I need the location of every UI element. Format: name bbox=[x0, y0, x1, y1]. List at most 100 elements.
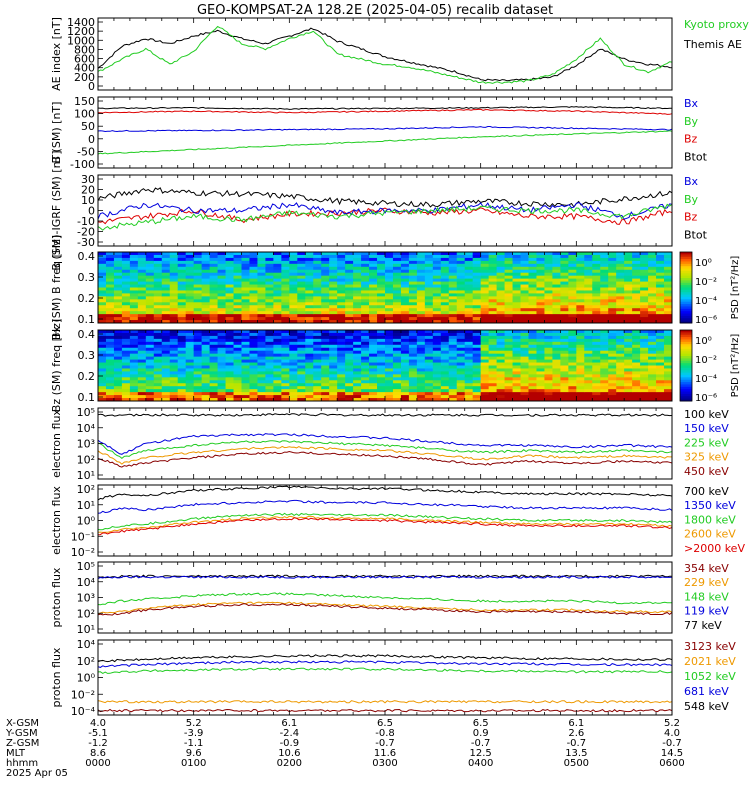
heatmap-cell bbox=[225, 257, 235, 262]
heatmap-cell bbox=[129, 254, 139, 259]
heatmap-cell bbox=[560, 356, 569, 361]
heatmap-cell bbox=[664, 311, 673, 315]
heatmap-cell bbox=[297, 332, 306, 337]
heatmap-cell bbox=[400, 290, 410, 294]
heatmap-cell bbox=[273, 353, 282, 358]
heatmap-cell bbox=[624, 362, 633, 366]
heatmap-cell bbox=[113, 287, 123, 291]
heatmap-cell bbox=[544, 359, 553, 364]
heatmap-cell bbox=[153, 365, 163, 369]
heatmap-cell bbox=[329, 266, 338, 271]
heatmap-cell bbox=[201, 341, 211, 346]
heatmap-cell bbox=[552, 332, 561, 337]
heatmap-cell bbox=[472, 338, 482, 343]
heatmap-cell bbox=[656, 317, 665, 321]
heatmap-cell bbox=[632, 257, 641, 262]
heatmap-cell bbox=[392, 359, 402, 364]
heatmap-cell bbox=[289, 380, 298, 384]
heatmap-cell bbox=[608, 317, 617, 321]
heatmap-cell bbox=[480, 338, 490, 343]
heatmap-cell bbox=[400, 395, 410, 399]
heatmap-cell bbox=[608, 356, 617, 361]
heatmap-cell bbox=[400, 347, 410, 352]
heatmap-cell bbox=[273, 281, 282, 286]
heatmap-cell bbox=[544, 332, 553, 337]
heatmap-cell bbox=[424, 341, 434, 346]
heatmap-cell bbox=[440, 330, 450, 334]
heatmap-cell bbox=[504, 395, 514, 399]
heatmap-cell bbox=[400, 359, 410, 364]
heatmap-cell bbox=[448, 335, 458, 340]
heatmap-cell bbox=[664, 275, 673, 280]
heatmap-cell bbox=[568, 317, 577, 321]
heatmap-cell bbox=[209, 293, 219, 297]
heatmap-cell bbox=[161, 330, 171, 334]
heatmap-cell bbox=[105, 338, 115, 343]
heatmap-cell bbox=[624, 281, 633, 286]
heatmap-cell bbox=[584, 377, 593, 381]
heatmap-cell bbox=[113, 359, 123, 364]
heatmap-cell bbox=[424, 308, 434, 312]
heatmap-cell bbox=[105, 365, 115, 369]
heatmap-cell bbox=[616, 398, 625, 402]
heatmap-cell bbox=[361, 338, 370, 343]
heatmap-cell bbox=[209, 299, 219, 303]
heatmap-cell bbox=[600, 380, 609, 384]
heatmap-cell bbox=[664, 332, 673, 337]
heatmap-cell bbox=[448, 299, 458, 303]
heatmap-cell bbox=[448, 272, 458, 277]
heatmap-cell bbox=[504, 266, 514, 271]
heatmap-cell bbox=[400, 371, 410, 375]
heatmap-cell bbox=[640, 350, 649, 355]
heatmap-cell bbox=[416, 320, 426, 324]
heatmap-cell bbox=[656, 350, 665, 355]
heatmap-cell bbox=[472, 302, 482, 306]
heatmap-cell bbox=[121, 371, 131, 375]
heatmap-cell bbox=[129, 341, 139, 346]
heatmap-cell bbox=[105, 362, 115, 366]
heatmap-cell bbox=[113, 398, 123, 402]
heatmap-cell bbox=[113, 362, 123, 366]
heatmap-cell bbox=[520, 272, 529, 277]
heatmap-cell bbox=[432, 356, 442, 361]
heatmap-cell bbox=[177, 320, 187, 324]
heatmap-cell bbox=[265, 380, 274, 384]
heatmap-cell bbox=[584, 392, 593, 396]
heatmap-cell bbox=[329, 392, 338, 396]
heatmap-cell bbox=[241, 362, 250, 366]
heatmap-cell bbox=[161, 290, 171, 294]
y-tick-label: 1200 bbox=[67, 25, 95, 38]
heatmap-cell bbox=[432, 252, 442, 256]
heatmap-cell bbox=[392, 290, 402, 294]
heatmap-cell bbox=[408, 299, 418, 303]
heatmap-cell bbox=[624, 353, 633, 358]
heatmap-cell bbox=[185, 398, 195, 402]
heatmap-cell bbox=[201, 260, 211, 265]
heatmap-cell bbox=[257, 314, 266, 318]
colorbar-segment bbox=[680, 367, 692, 371]
heatmap-cell bbox=[137, 398, 147, 402]
heatmap-cell bbox=[456, 287, 466, 291]
heatmap-cell bbox=[568, 368, 577, 372]
heatmap-cell bbox=[313, 398, 322, 402]
heatmap-cell bbox=[512, 314, 522, 318]
heatmap-cell bbox=[377, 320, 386, 324]
heatmap-cell bbox=[624, 374, 633, 378]
heatmap-cell bbox=[329, 296, 338, 300]
heatmap-cell bbox=[616, 266, 625, 271]
heatmap-cell bbox=[145, 368, 155, 372]
heatmap-cell bbox=[656, 359, 665, 364]
heatmap-cell bbox=[361, 347, 370, 352]
heatmap-cell bbox=[424, 290, 434, 294]
heatmap-cell bbox=[161, 347, 171, 352]
heatmap-cell bbox=[424, 332, 434, 337]
heatmap-cell bbox=[504, 356, 514, 361]
heatmap-cell bbox=[98, 341, 107, 346]
legend-entry: 1052 keV bbox=[684, 670, 736, 683]
heatmap-cell bbox=[464, 335, 474, 340]
heatmap-cell bbox=[552, 359, 561, 364]
heatmap-cell bbox=[552, 395, 561, 399]
heatmap-cell bbox=[289, 302, 298, 306]
heatmap-cell bbox=[161, 275, 171, 280]
heatmap-cell bbox=[121, 374, 131, 378]
